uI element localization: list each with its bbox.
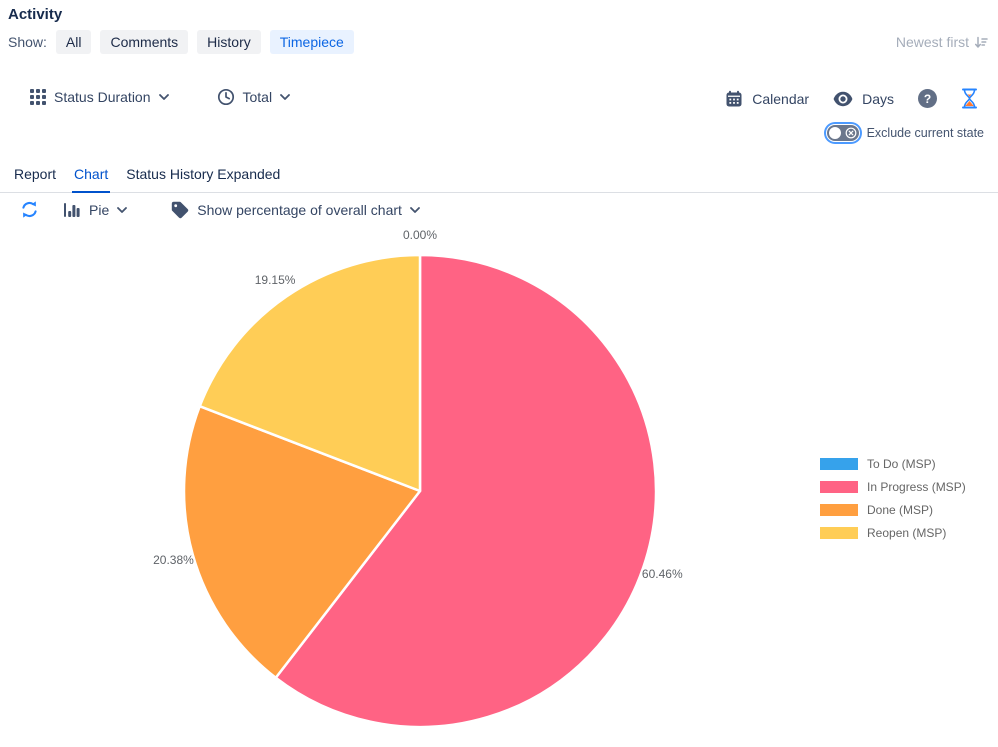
toggle-knob xyxy=(828,127,841,139)
clock-icon xyxy=(217,88,235,106)
chevron-down-icon xyxy=(117,206,128,213)
legend-label: To Do (MSP) xyxy=(867,457,936,471)
tab-chart[interactable]: Chart xyxy=(72,160,111,193)
exclude-current-state-control: Exclude current state xyxy=(824,122,984,144)
calendar-button[interactable]: Calendar xyxy=(725,90,809,108)
legend-label: Reopen (MSP) xyxy=(867,526,947,540)
tab-report[interactable]: Report xyxy=(14,166,57,182)
legend-swatch xyxy=(820,527,858,539)
chart-controls-row: Pie Show percentage of overall chart xyxy=(20,200,420,219)
legend-swatch xyxy=(820,458,858,470)
legend-item[interactable]: Done (MSP) xyxy=(820,503,966,517)
pie-chart xyxy=(182,253,658,729)
chevron-down-icon xyxy=(280,94,290,100)
help-icon[interactable] xyxy=(918,89,937,108)
legend-label: Done (MSP) xyxy=(867,503,934,517)
eye-icon xyxy=(833,91,853,107)
legend-item[interactable]: Reopen (MSP) xyxy=(820,526,966,540)
chart-type-label: Pie xyxy=(89,201,110,218)
grid-icon xyxy=(30,89,46,105)
sort-order-label: Newest first xyxy=(895,34,969,50)
legend-item[interactable]: In Progress (MSP) xyxy=(820,480,966,494)
chart-config-toolbar: Status Duration Total xyxy=(30,88,290,106)
percentage-mode-label: Show percentage of overall chart xyxy=(197,201,402,218)
pie-slice-1[interactable] xyxy=(274,253,658,729)
total-dropdown[interactable]: Total xyxy=(217,88,291,106)
status-duration-label: Status Duration xyxy=(54,89,151,105)
toggle-off-x-icon xyxy=(845,127,857,139)
exclude-current-state-toggle[interactable] xyxy=(826,125,859,141)
filter-comments-button[interactable]: Comments xyxy=(100,30,189,54)
view-options-toolbar: Calendar Days xyxy=(725,88,978,109)
legend-swatch xyxy=(820,504,858,516)
refresh-icon[interactable] xyxy=(20,200,39,219)
days-label: Days xyxy=(862,90,894,107)
page-title: Activity xyxy=(8,6,63,23)
bar-chart-icon xyxy=(63,202,81,218)
filter-all-button[interactable]: All xyxy=(55,30,92,54)
pie-percent-label: 19.15% xyxy=(254,272,296,287)
total-label: Total xyxy=(242,89,273,105)
tab-status-history-expanded[interactable]: Status History Expanded xyxy=(126,166,281,182)
chart-legend: To Do (MSP) In Progress (MSP) Done (MSP) Re… xyxy=(820,457,966,540)
calendar-icon xyxy=(725,90,743,108)
status-duration-dropdown[interactable]: Status Duration xyxy=(30,89,169,105)
pie-slice-3[interactable] xyxy=(198,253,422,493)
chevron-down-icon xyxy=(410,206,420,213)
tag-icon xyxy=(171,201,189,219)
legend-swatch xyxy=(820,481,858,493)
show-label: Show: xyxy=(8,34,47,50)
calendar-label: Calendar xyxy=(752,90,810,107)
hourglass-icon[interactable] xyxy=(961,88,978,109)
pie-percent-label: 60.46% xyxy=(641,566,683,581)
sort-order-control[interactable]: Newest first xyxy=(896,34,988,50)
view-tabs: Report Chart Status History Expanded xyxy=(0,160,998,193)
exclude-current-state-label: Exclude current state xyxy=(866,126,984,140)
days-button[interactable]: Days xyxy=(833,91,894,107)
chart-type-dropdown[interactable]: Pie xyxy=(63,201,128,218)
pie-percent-label: 20.38% xyxy=(153,552,194,567)
chevron-down-icon xyxy=(158,94,169,100)
filter-history-button[interactable]: History xyxy=(197,30,261,54)
legend-item[interactable]: To Do (MSP) xyxy=(820,457,966,471)
pie-slice-2[interactable] xyxy=(182,404,422,680)
legend-label: In Progress (MSP) xyxy=(867,480,966,494)
filter-timepiece-button[interactable]: Timepiece xyxy=(269,30,354,54)
percentage-mode-dropdown[interactable]: Show percentage of overall chart xyxy=(171,201,420,219)
show-filter-row: Show: All Comments History Timepiece xyxy=(8,30,354,54)
sort-descending-icon xyxy=(974,36,988,49)
pie-percent-label: 0.00% xyxy=(402,228,438,242)
